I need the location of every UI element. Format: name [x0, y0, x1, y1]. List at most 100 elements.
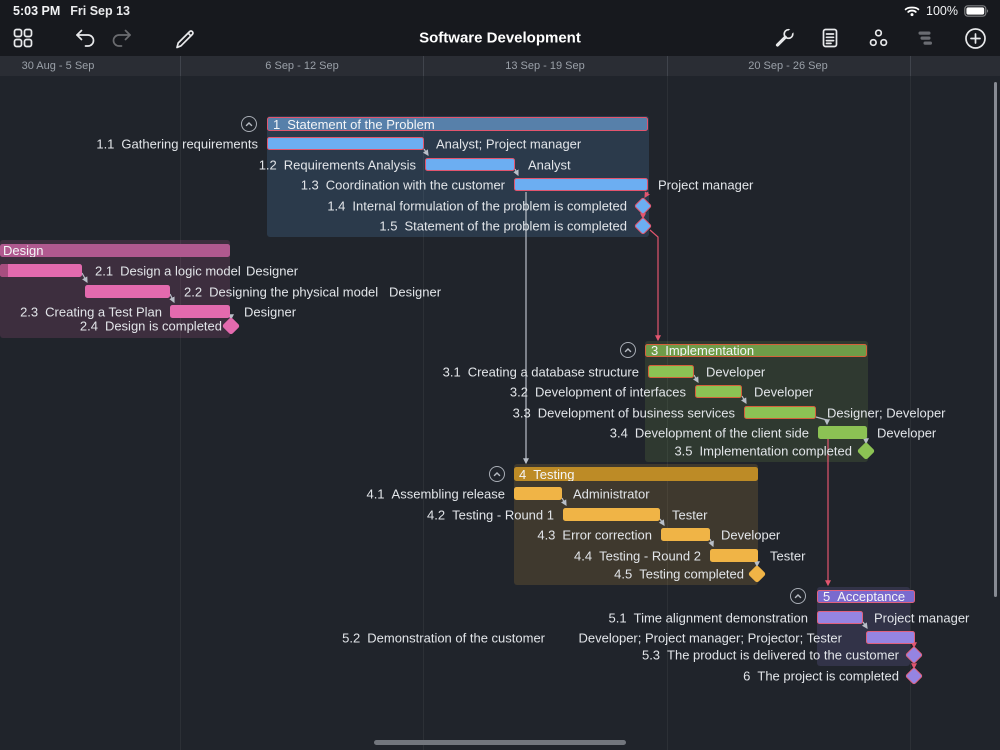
- group-number: 1: [273, 117, 281, 131]
- task-bar-1-3[interactable]: [514, 178, 648, 191]
- group-bar-statement[interactable]: 1 Statement of the Problem: [267, 117, 648, 131]
- status-bar: 5:03 PM Fri Sep 13 100%: [0, 0, 1000, 22]
- group-name: Design: [3, 244, 44, 257]
- task-label-4-1: 4.1 Assembling release: [366, 486, 505, 501]
- task-resources-3-1: Developer: [706, 364, 766, 379]
- chevron-up-icon: [493, 472, 501, 477]
- group-panel-implementation: [645, 341, 868, 462]
- week-label-3: 13 Sep - 19 Sep: [505, 60, 585, 72]
- task-bar-4-4[interactable]: [710, 549, 758, 562]
- milestone-label-3-5: 3.5 Implementation completed: [674, 443, 852, 459]
- week-gridline: [423, 76, 424, 750]
- collapse-group-4-button[interactable]: [489, 466, 505, 482]
- plus-circle-icon: [964, 27, 986, 49]
- milestone-label-6: 6 The project is completed: [743, 668, 899, 684]
- task-resources-4-2: Tester: [672, 507, 708, 522]
- task-bar-3-3[interactable]: [744, 406, 816, 419]
- week-label-4: 20 Sep - 26 Sep: [748, 60, 828, 72]
- group-bar-testing[interactable]: 4 Testing: [514, 467, 758, 481]
- group-name: Acceptance: [837, 590, 906, 603]
- chevron-up-icon: [624, 348, 632, 353]
- gantt-chart-canvas[interactable]: [0, 76, 1000, 750]
- task-bar-2-2[interactable]: [85, 285, 170, 298]
- task-bar-4-3[interactable]: [661, 528, 710, 541]
- task-bar-3-4[interactable]: [818, 426, 867, 439]
- group-bar-design[interactable]: Design: [0, 244, 230, 257]
- task-bar-3-2[interactable]: [695, 385, 742, 398]
- task-resources-3-4: Developer: [877, 425, 937, 440]
- edit-pencil-button[interactable]: [169, 23, 199, 53]
- task-label-4-4: 4.4 Testing - Round 2: [574, 548, 701, 563]
- milestone-label-2-4: 2.4 Design is completed: [79, 318, 222, 334]
- collapse-group-5-button[interactable]: [790, 588, 806, 604]
- battery-percent: 100%: [926, 4, 958, 18]
- task-bar-5-2[interactable]: [866, 631, 915, 644]
- status-date: Fri Sep 13: [70, 4, 130, 18]
- milestone-label-5-3: 5.3 The product is delivered to the custo…: [641, 647, 899, 663]
- document-icon: [822, 28, 838, 48]
- task-bar-1-1[interactable]: [267, 137, 424, 150]
- task-bar-2-3[interactable]: [170, 305, 230, 318]
- group-bar-acceptance[interactable]: 5 Acceptance: [817, 590, 915, 603]
- week-label-2: 6 Sep - 12 Sep: [265, 60, 339, 72]
- week-divider: [180, 56, 181, 76]
- redo-icon: [112, 29, 131, 47]
- week-gridline: [180, 76, 181, 750]
- task-resources-2-3: Designer: [244, 304, 297, 319]
- group-number: 4: [519, 467, 527, 481]
- task-bar-3-1[interactable]: [648, 365, 694, 378]
- group-bar-implementation[interactable]: 3 Implementation: [645, 344, 867, 357]
- group-number: 3: [651, 344, 659, 357]
- resources-button[interactable]: [863, 23, 893, 53]
- home-indicator[interactable]: [374, 740, 626, 745]
- task-label-2-3: 2.3 Creating a Test Plan: [20, 304, 162, 319]
- collapse-group-3-button[interactable]: [620, 342, 636, 358]
- task-resources-4-4: Tester: [770, 548, 806, 563]
- tools-button[interactable]: [769, 23, 799, 53]
- resources-circles-icon: [869, 28, 887, 46]
- task-bar-4-2[interactable]: [563, 508, 660, 521]
- task-resources-1-1: Analyst; Project manager: [436, 136, 582, 151]
- week-divider: [423, 56, 424, 76]
- task-label-3-4: 3.4 Development of the client side: [609, 425, 809, 440]
- task-label-1-2: 1.2 Requirements Analysis: [258, 157, 416, 172]
- collapse-group-1-button[interactable]: [241, 116, 257, 132]
- gantt-bars-icon: [918, 31, 932, 45]
- notes-button[interactable]: [815, 23, 845, 53]
- milestone-label-1-5: 1.5 Statement of the problem is completed: [379, 218, 627, 234]
- task-label-3-3: 3.3 Development of business services: [512, 405, 735, 420]
- gantt-view-button[interactable]: [911, 23, 941, 53]
- group-panel-testing: [514, 464, 758, 585]
- week-divider: [910, 56, 911, 76]
- task-resources-5-2: Developer; Project manager; Projector; T…: [578, 630, 843, 645]
- wrench-icon: [775, 26, 796, 47]
- chevron-up-icon: [794, 594, 802, 599]
- group-name: Statement of the Problem: [287, 117, 435, 131]
- milestone-label-4-5: 4.5 Testing completed: [614, 566, 744, 582]
- chevron-up-icon: [245, 122, 253, 127]
- task-label-2-2: 2.2 Designing the physical model: [184, 284, 379, 299]
- pencil-icon: [175, 29, 194, 48]
- milestone-label-1-4: 1.4 Internal formulation of the problem i…: [327, 198, 627, 214]
- group-name: Implementation: [665, 344, 755, 357]
- task-label-1-1: 1.1 Gathering requirements: [96, 136, 258, 151]
- top-chrome: 5:03 PM Fri Sep 13 100%: [0, 0, 1000, 56]
- task-bar-4-1[interactable]: [514, 487, 562, 500]
- main-toolbar: Software Development: [0, 20, 1000, 56]
- task-resources-2-2: Designer: [389, 284, 442, 299]
- task-resources-4-1: Administrator: [573, 486, 650, 501]
- timeline-header[interactable]: 30 Aug - 5 Sep 6 Sep - 12 Sep 13 Sep - 1…: [0, 56, 1000, 76]
- task-bar-2-1[interactable]: [0, 264, 82, 277]
- redo-button[interactable]: [106, 23, 136, 53]
- vertical-scrollbar[interactable]: [994, 82, 997, 597]
- week-divider: [667, 56, 668, 76]
- week-gridline: [667, 76, 668, 750]
- task-bar-5-1[interactable]: [817, 611, 863, 624]
- document-title: Software Development: [419, 29, 581, 47]
- clock-time: 5:03 PM: [13, 4, 61, 18]
- apps-grid-button[interactable]: [8, 23, 38, 53]
- task-resources-4-3: Developer: [721, 527, 781, 542]
- undo-button[interactable]: [71, 23, 101, 53]
- add-button[interactable]: [960, 23, 990, 53]
- task-bar-1-2[interactable]: [425, 158, 515, 171]
